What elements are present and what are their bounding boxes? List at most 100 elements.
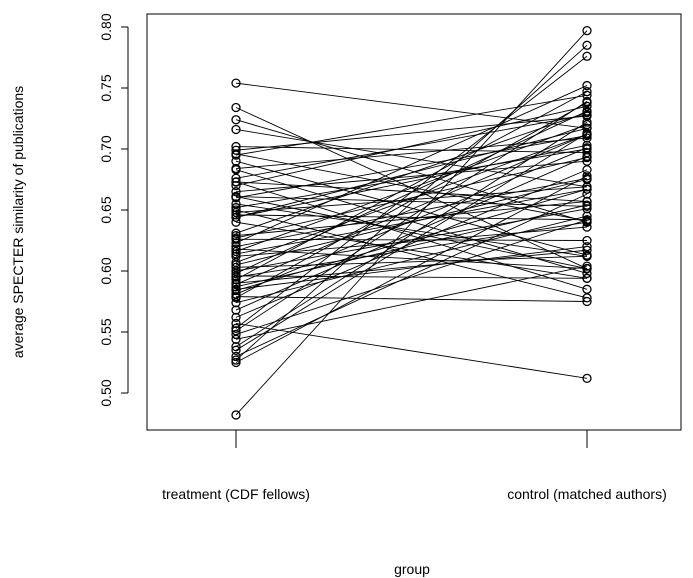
pair-line bbox=[235, 177, 588, 248]
control-point bbox=[582, 215, 592, 225]
pair-line bbox=[235, 121, 588, 348]
treatment-point bbox=[231, 334, 241, 344]
treatment-point bbox=[231, 341, 241, 352]
control-point bbox=[582, 96, 592, 107]
control-point bbox=[582, 87, 592, 97]
treatment-point bbox=[231, 145, 241, 155]
pair-line bbox=[235, 186, 588, 213]
pair-line bbox=[235, 147, 588, 295]
pair-line bbox=[235, 153, 588, 222]
treatment-point bbox=[231, 187, 241, 197]
y-tick-label: 0.55 bbox=[98, 318, 114, 345]
treatment-point bbox=[231, 241, 241, 252]
control-point bbox=[582, 235, 592, 246]
treatment-point bbox=[231, 244, 241, 254]
pair-line bbox=[235, 85, 588, 244]
control-point bbox=[582, 293, 592, 303]
treatment-point bbox=[231, 202, 241, 213]
treatment-point bbox=[231, 217, 241, 227]
pair-line bbox=[235, 91, 588, 280]
y-tick-label: 0.70 bbox=[98, 135, 114, 162]
control-point bbox=[582, 200, 592, 210]
treatment-point bbox=[231, 268, 241, 279]
pair-line bbox=[235, 160, 588, 256]
pair-line bbox=[235, 102, 588, 299]
treatment-point bbox=[231, 246, 241, 257]
y-tick-label: 0.80 bbox=[98, 13, 114, 40]
pair-line bbox=[235, 148, 588, 209]
control-point bbox=[582, 165, 592, 175]
x-tick-label: control (matched authors) bbox=[507, 486, 667, 502]
control-point bbox=[582, 117, 592, 127]
control-point bbox=[582, 273, 592, 283]
treatment-point bbox=[231, 318, 241, 329]
control-point bbox=[582, 184, 592, 194]
treatment-point bbox=[231, 282, 241, 292]
pair-line bbox=[235, 94, 588, 156]
pair-line bbox=[235, 193, 588, 357]
treatment-point bbox=[231, 274, 241, 285]
x-axis: treatment (CDF fellows) control (matched … bbox=[162, 430, 667, 502]
y-axis: 0.50 0.55 0.60 0.65 0.70 0.75 0.80 bbox=[98, 13, 129, 407]
treatment-point bbox=[231, 351, 241, 362]
pair-line bbox=[235, 133, 588, 263]
pair-line bbox=[235, 129, 588, 188]
control-point bbox=[582, 217, 592, 227]
y-tick-label: 0.65 bbox=[98, 196, 114, 223]
pair-line bbox=[235, 219, 588, 335]
control-point bbox=[582, 245, 592, 255]
plot-frame bbox=[146, 13, 682, 431]
treatment-point bbox=[231, 193, 241, 203]
control-point bbox=[582, 101, 592, 111]
control-point bbox=[582, 251, 592, 262]
control-point bbox=[582, 90, 592, 100]
treatment-point bbox=[231, 234, 241, 244]
pair-line bbox=[235, 55, 588, 329]
control-point bbox=[582, 373, 592, 384]
control-point bbox=[582, 40, 592, 50]
pair-line bbox=[235, 188, 588, 255]
treatment-point bbox=[231, 410, 241, 420]
control-point bbox=[582, 196, 592, 207]
data-points bbox=[231, 26, 592, 420]
control-point bbox=[582, 204, 592, 214]
pair-line bbox=[235, 157, 588, 239]
treatment-point bbox=[231, 230, 241, 241]
y-tick-label: 0.75 bbox=[98, 74, 114, 101]
treatment-point bbox=[231, 177, 241, 187]
treatment-point bbox=[231, 312, 241, 323]
treatment-point bbox=[231, 210, 241, 220]
treatment-point bbox=[231, 115, 241, 125]
pair-lines bbox=[235, 30, 588, 416]
treatment-point bbox=[231, 305, 241, 315]
control-point bbox=[582, 222, 592, 232]
pair-line bbox=[235, 296, 588, 302]
pair-line bbox=[235, 155, 588, 311]
control-point bbox=[582, 171, 592, 181]
pair-line bbox=[235, 221, 588, 278]
treatment-point bbox=[231, 272, 241, 282]
treatment-point bbox=[231, 173, 241, 183]
control-point bbox=[582, 261, 592, 271]
control-point bbox=[582, 151, 592, 161]
pair-line bbox=[235, 160, 588, 193]
pair-line bbox=[235, 44, 588, 361]
pair-line bbox=[235, 188, 588, 291]
treatment-point bbox=[231, 150, 241, 160]
pair-line bbox=[235, 124, 588, 252]
pair-line bbox=[235, 215, 588, 304]
treatment-point bbox=[231, 323, 241, 333]
control-point bbox=[582, 133, 592, 143]
treatment-point bbox=[231, 298, 241, 308]
control-point bbox=[582, 241, 592, 252]
treatment-point bbox=[231, 207, 241, 218]
pair-line bbox=[235, 181, 588, 202]
pair-line bbox=[235, 144, 588, 218]
pair-line bbox=[235, 246, 588, 290]
control-point bbox=[582, 140, 592, 150]
control-point bbox=[582, 211, 592, 221]
x-axis-title: group bbox=[394, 561, 430, 577]
treatment-point bbox=[231, 228, 241, 238]
pair-line bbox=[235, 248, 588, 270]
